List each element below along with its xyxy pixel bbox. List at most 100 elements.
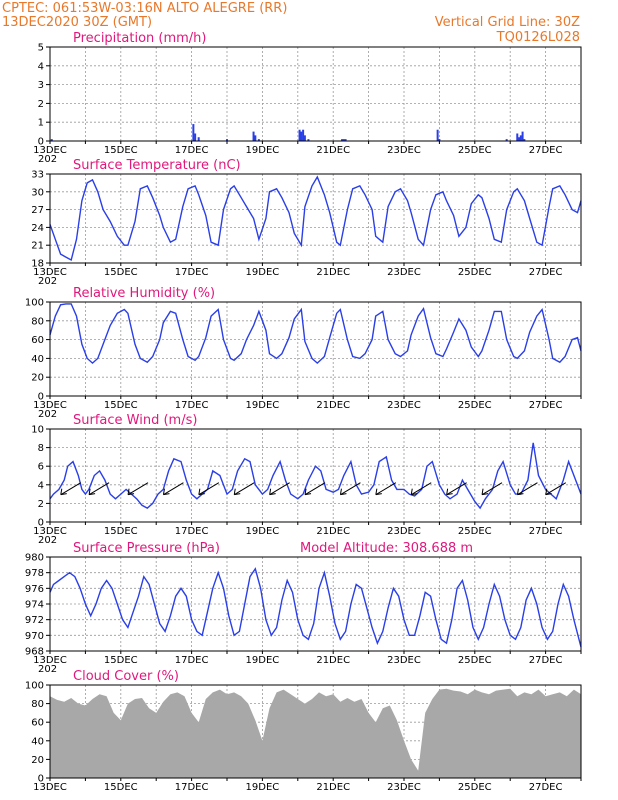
precip-ytick-label: 2 — [38, 99, 44, 110]
rh-title: Relative Humidity (%) — [73, 286, 215, 301]
cloud-xtick-label: 25DEC — [458, 782, 492, 793]
rh-ytick-label: 0 — [38, 392, 44, 403]
rh-year-stub: 202 — [38, 409, 57, 420]
wind-arrow-shaft — [446, 482, 467, 496]
precip-bar — [254, 135, 257, 141]
wind-ytick-label: 6 — [38, 462, 44, 473]
panels-group: 0 1 2 3 4 5 13DEC 15DEC 17DEC 19DEC 21DEC 23DEC 25DE… — [25, 31, 582, 793]
precip-ytick-label: 0 — [38, 137, 44, 148]
wind-line — [49, 442, 582, 510]
pressure-annotation: Model Altitude: 308.688 m — [300, 541, 473, 556]
cloud-ytick-label: 40 — [31, 736, 44, 747]
temp-xtick-label: 25DEC — [458, 267, 492, 278]
cloud-area — [50, 688, 581, 778]
wind-ytick-label: 10 — [31, 425, 44, 436]
pressure-ytick-label: 970 — [25, 631, 44, 642]
temp-xtick-label: 21DEC — [316, 267, 350, 278]
wind-year-stub: 202 — [38, 535, 57, 546]
wind-arrow-shaft — [198, 482, 220, 496]
precip-ytick-label: 4 — [38, 61, 44, 72]
precip-bar — [505, 139, 508, 141]
temp-ytick-label: 24 — [31, 223, 44, 234]
precip-bar — [521, 131, 524, 141]
wind-arrow-head — [127, 488, 135, 496]
temp-xtick-label: 23DEC — [387, 267, 421, 278]
header-run-time: 13DEC2020 30Z (GMT) — [2, 15, 152, 30]
precip-bar — [303, 135, 306, 141]
precip-bar — [438, 139, 441, 141]
precip-bar — [518, 137, 521, 141]
rh-line — [49, 303, 582, 365]
wind-arrow-head — [304, 488, 312, 496]
wind-frame — [49, 428, 582, 523]
precip-bar — [516, 133, 519, 141]
wind-panel: 0 2 4 6 8 10 13DEC 15DEC 17DEC 19DEC 21DEC 23DEC 25D… — [31, 413, 582, 546]
wind-arrow-shaft — [340, 482, 361, 496]
precip-bar — [519, 135, 522, 141]
rh-frame — [49, 301, 582, 397]
rh-xtick-label: 19DEC — [246, 400, 280, 411]
precip-bar — [344, 139, 347, 141]
wind-arrow-head — [162, 488, 170, 496]
wind-arrow-head — [269, 488, 276, 496]
pressure-ytick-label: 972 — [25, 615, 44, 626]
pressure-ytick-label: 976 — [25, 584, 44, 595]
precip-bar — [226, 139, 228, 141]
wind-arrow-shaft — [233, 482, 255, 496]
wind-xtick-label: 15DEC — [104, 526, 138, 537]
precip-xtick-label: 27DEC — [529, 145, 563, 156]
precip-xtick-label: 21DEC — [316, 145, 350, 156]
cloud-ytick-label: 100 — [25, 681, 44, 692]
cloud-ytick-label: 20 — [31, 755, 44, 766]
wind-arrow-shaft — [375, 482, 397, 496]
rh-ytick-label: 20 — [31, 373, 44, 384]
cloud-ytick-label: 60 — [31, 718, 44, 729]
precip-xtick-label: 19DEC — [246, 145, 280, 156]
precip-ytick-label: 3 — [38, 80, 44, 91]
temp-panel: 18 21 24 27 30 33 13DEC 15DEC 17DEC 19DEC 21DEC 23D… — [31, 158, 582, 287]
precip-ytick-label: 5 — [38, 43, 44, 54]
wind-arrow-head — [410, 488, 418, 496]
rh-xtick-label: 23DEC — [387, 400, 421, 411]
precip-bar — [307, 139, 310, 141]
precip-bar — [257, 139, 260, 141]
pressure-xtick-label: 13DEC — [33, 655, 67, 666]
precip-xtick-label: 25DEC — [458, 145, 492, 156]
wind-arrow-shaft — [481, 482, 503, 496]
wind-arrow-head — [233, 488, 241, 496]
rh-ytick-label: 40 — [31, 354, 44, 365]
temp-ytick-label: 21 — [31, 241, 44, 252]
pressure-xtick-label: 27DEC — [529, 655, 563, 666]
wind-ytick-label: 4 — [38, 480, 44, 491]
precip-bar — [192, 124, 195, 141]
pressure-xtick-label: 23DEC — [387, 655, 421, 666]
pressure-line — [49, 567, 582, 648]
rh-ytick-label: 100 — [25, 298, 44, 309]
cloud-xtick-label: 15DEC — [104, 782, 138, 793]
rh-ytick-label: 60 — [31, 335, 44, 346]
cloud-xtick-label: 21DEC — [316, 782, 350, 793]
pressure-xtick-label: 19DEC — [246, 655, 280, 666]
temp-ytick-label: 27 — [31, 205, 44, 216]
wind-arrow-shaft — [88, 482, 110, 496]
precip-xtick-label: 13DEC — [33, 145, 67, 156]
temp-ytick-label: 33 — [31, 170, 44, 181]
precip-title: Precipitation (mm/h) — [73, 31, 206, 46]
temp-year-stub: 202 — [38, 276, 57, 287]
cloud-xtick-label: 13DEC — [33, 782, 67, 793]
wind-arrow-shaft — [545, 482, 567, 496]
rh-ytick-label: 80 — [31, 316, 44, 327]
precip-year-stub: 202 — [38, 154, 57, 165]
pressure-xtick-label: 25DEC — [458, 655, 492, 666]
precip-bar — [341, 139, 344, 141]
wind-arrow-head — [516, 488, 524, 496]
pressure-ytick-label: 980 — [25, 553, 44, 564]
precip-xtick-label: 23DEC — [387, 145, 421, 156]
pressure-title: Surface Pressure (hPa) — [73, 541, 220, 556]
pressure-ytick-label: 974 — [25, 600, 44, 611]
wind-xtick-label: 25DEC — [458, 526, 492, 537]
cloud-frame — [49, 684, 582, 779]
rh-xtick-label: 17DEC — [175, 400, 209, 411]
wind-arrow-head — [339, 488, 347, 496]
temp-xtick-label: 13DEC — [33, 267, 67, 278]
